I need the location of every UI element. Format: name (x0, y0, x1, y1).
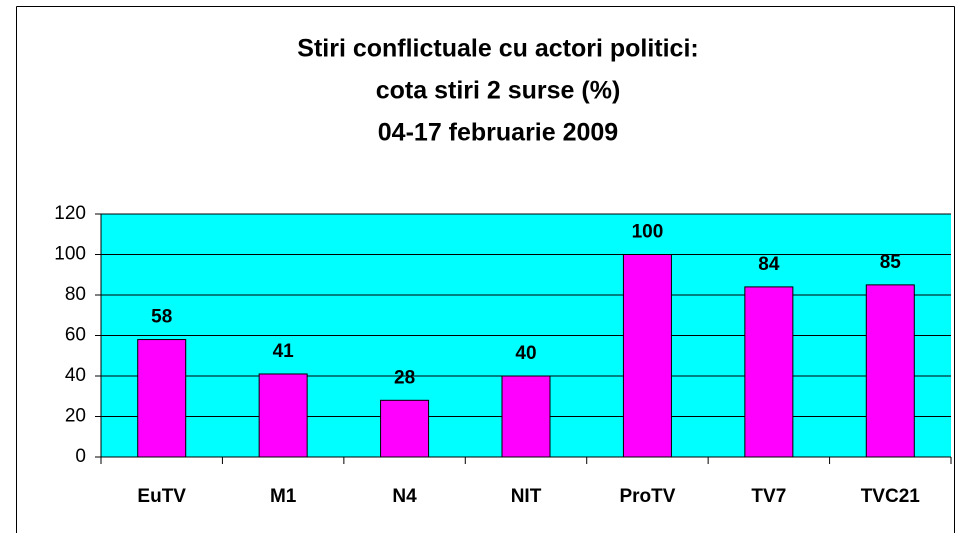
y-tick-label: 120 (54, 203, 86, 224)
bar (258, 373, 308, 458)
x-tick-label: TV7 (751, 486, 786, 507)
title-line: Stiri conflictuale cu actori politici: (297, 35, 698, 63)
bar (380, 399, 430, 458)
x-tick-label: NIT (511, 486, 542, 507)
y-tick-label: 20 (65, 406, 86, 427)
x-tick-label: N4 (392, 486, 417, 507)
y-tick-label: 100 (54, 244, 86, 265)
data-label: 100 (632, 222, 664, 243)
data-label: 40 (515, 343, 536, 364)
x-tick-label: TVC21 (861, 486, 921, 507)
bar (865, 284, 915, 458)
data-label: 28 (394, 367, 415, 388)
bar (501, 375, 551, 458)
bar (744, 286, 794, 458)
chart-title: Stiri conflictuale cu actori politici: co… (297, 35, 698, 147)
title-line: 04-17 februarie 2009 (378, 119, 618, 147)
x-tick-label: EuTV (137, 486, 186, 507)
y-tick-label: 60 (65, 325, 86, 346)
y-tick-label: 0 (75, 446, 86, 467)
data-label: 41 (273, 341, 295, 362)
data-label: 58 (151, 307, 172, 328)
bar (137, 339, 187, 458)
data-label: 84 (758, 254, 780, 275)
title-line: cota stiri 2 surse (%) (376, 77, 621, 105)
y-tick-label: 80 (65, 284, 86, 305)
x-tick-label: ProTV (619, 486, 675, 507)
data-label: 85 (880, 252, 902, 273)
x-tick-label: M1 (270, 486, 297, 507)
y-tick-label: 40 (65, 365, 86, 386)
bar (622, 254, 672, 458)
